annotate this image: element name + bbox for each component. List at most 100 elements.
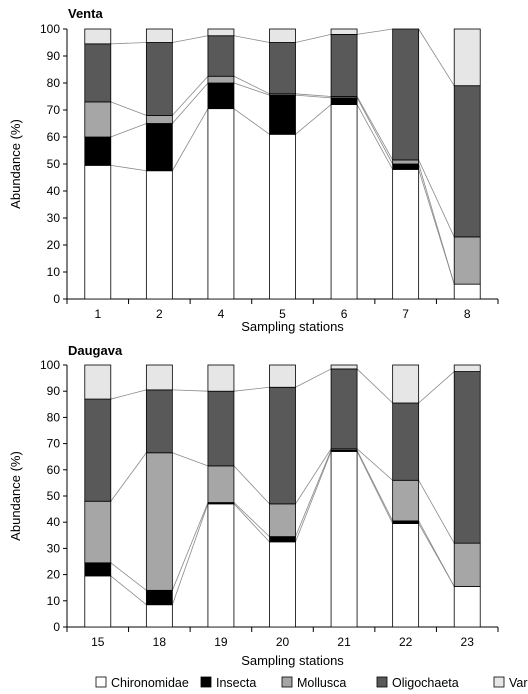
y-tick-label: 50 <box>47 489 61 503</box>
venta-panel: Venta 0 10 20 30 40 50 60 70 80 90 100 1 2 4 5 6 7 8 Sampli… <box>8 6 499 334</box>
bar-segment-insecta <box>269 94 296 135</box>
bar-segment-oligochaeta <box>330 368 358 450</box>
bar-segment-insecta <box>145 123 173 172</box>
bar-segment-mollusca <box>84 101 112 138</box>
bar-segment-oligochaeta <box>145 389 173 454</box>
bar-segment-varia <box>269 28 296 43</box>
series-connector-line <box>357 28 393 35</box>
y-tick-label: 80 <box>47 410 61 424</box>
bar-segment-chironomidae <box>453 283 481 300</box>
bar-segment-mollusca <box>392 479 420 522</box>
x-tick-label: 19 <box>214 635 228 649</box>
x-tick-label: 18 <box>153 635 167 649</box>
bar-segment-oligochaeta <box>392 28 420 161</box>
panel-title: Venta <box>68 6 103 21</box>
legend-swatch-oligochaeta <box>376 676 388 688</box>
series-connector-line <box>172 82 209 124</box>
bar-segment-chironomidae <box>392 168 420 300</box>
bar-segment-oligochaeta <box>207 35 235 77</box>
legend-swatch-mollusca <box>281 676 293 688</box>
bar-segment-oligochaeta <box>145 42 173 116</box>
series-connector-line <box>295 104 332 135</box>
legend-label: Insecta <box>216 676 256 690</box>
y-tick-label: 80 <box>47 76 61 90</box>
series-connector-line <box>356 448 393 481</box>
y-tick-label: 70 <box>47 437 61 451</box>
bar-segment-chironomidae <box>269 541 296 628</box>
series-connector-line <box>233 82 270 96</box>
bar-segment-chironomidae <box>330 451 358 628</box>
y-tick-label: 30 <box>47 211 61 225</box>
bar-segment-varia <box>269 364 296 388</box>
x-tick-label: 2 <box>156 307 163 321</box>
bar-segment-chironomidae <box>330 104 358 300</box>
bar-segment-varia <box>453 28 481 87</box>
series-connector-line <box>418 159 455 238</box>
daugava-panel: Daugava 0 10 20 30 40 50 60 70 80 90 100 15 18 19 20 21 2… <box>8 343 499 668</box>
x-axis-title: Sampling stations <box>241 319 344 334</box>
series-connector-line <box>110 42 147 45</box>
series-connector-line <box>356 97 393 165</box>
bar-segment-insecta <box>145 589 173 606</box>
bar-segment-oligochaeta <box>269 42 296 95</box>
bar-segment-varia <box>84 28 112 45</box>
bar-segment-oligochaeta <box>453 85 481 238</box>
bar-segment-mollusca <box>269 503 296 538</box>
bar-segment-oligochaeta <box>330 34 358 97</box>
series-connector-line <box>356 449 394 522</box>
series-connector-line <box>295 94 332 99</box>
series-connector-line <box>110 164 147 172</box>
y-tick-label: 60 <box>47 463 61 477</box>
y-tick-label: 20 <box>47 568 61 582</box>
bar-segment-mollusca <box>453 236 481 285</box>
bar-segment-mollusca <box>207 75 235 84</box>
y-tick-label: 10 <box>47 265 61 279</box>
y-tick-label: 0 <box>53 292 60 306</box>
series-connector-line <box>418 371 455 404</box>
x-tick-label: 15 <box>91 635 105 649</box>
bar-segment-oligochaeta <box>207 390 235 467</box>
series-connector-line <box>171 502 209 591</box>
series-connector-line <box>172 389 208 392</box>
bar-segment-varia <box>392 364 420 404</box>
bar-segment-mollusca <box>84 500 112 564</box>
x-tick-label: 23 <box>461 635 475 649</box>
bar-segment-insecta <box>207 82 235 110</box>
bar-segment-varia <box>330 364 358 370</box>
y-tick-label: 90 <box>47 384 61 398</box>
x-tick-label: 20 <box>276 635 290 649</box>
bar-segment-insecta <box>84 562 112 577</box>
series-connector-line <box>418 163 455 285</box>
x-tick-label: 22 <box>399 635 413 649</box>
series-connector-line <box>110 452 147 502</box>
series-connector-line <box>172 452 209 467</box>
bar-segment-insecta <box>392 163 420 170</box>
x-tick-label: 6 <box>341 307 348 321</box>
bar-segment-varia <box>207 364 235 392</box>
y-tick-label: 60 <box>47 130 61 144</box>
legend-label: Chironomidae <box>111 676 189 690</box>
bar-segment-oligochaeta <box>392 402 420 481</box>
series-connector-line <box>295 449 332 537</box>
bar-segment-chironomidae <box>145 604 173 628</box>
series-connector-line <box>418 28 455 86</box>
legend-swatch-chironomidae <box>95 676 107 688</box>
x-tick-label: 21 <box>337 635 351 649</box>
series-connector-line <box>295 451 332 542</box>
y-tick-label: 100 <box>40 358 60 372</box>
bar-segment-insecta <box>269 536 296 543</box>
series-connector-line <box>110 123 147 138</box>
series-connector-line <box>172 75 209 116</box>
series-connector-line <box>110 575 147 606</box>
bar-segment-mollusca <box>145 452 173 591</box>
series-connector-line <box>233 108 270 135</box>
series-connector-line <box>233 75 270 95</box>
x-tick-label: 8 <box>464 307 471 321</box>
legend-label: Mollusca <box>297 676 346 690</box>
y-tick-label: 40 <box>47 184 61 198</box>
bar-segment-chironomidae <box>84 575 112 628</box>
series-connector-line <box>233 465 270 505</box>
legend: Chironomidae Insecta Mollusca Oligochaeta Va… <box>95 676 528 690</box>
bar-segment-oligochaeta <box>269 386 296 505</box>
y-tick-label: 70 <box>47 103 61 117</box>
